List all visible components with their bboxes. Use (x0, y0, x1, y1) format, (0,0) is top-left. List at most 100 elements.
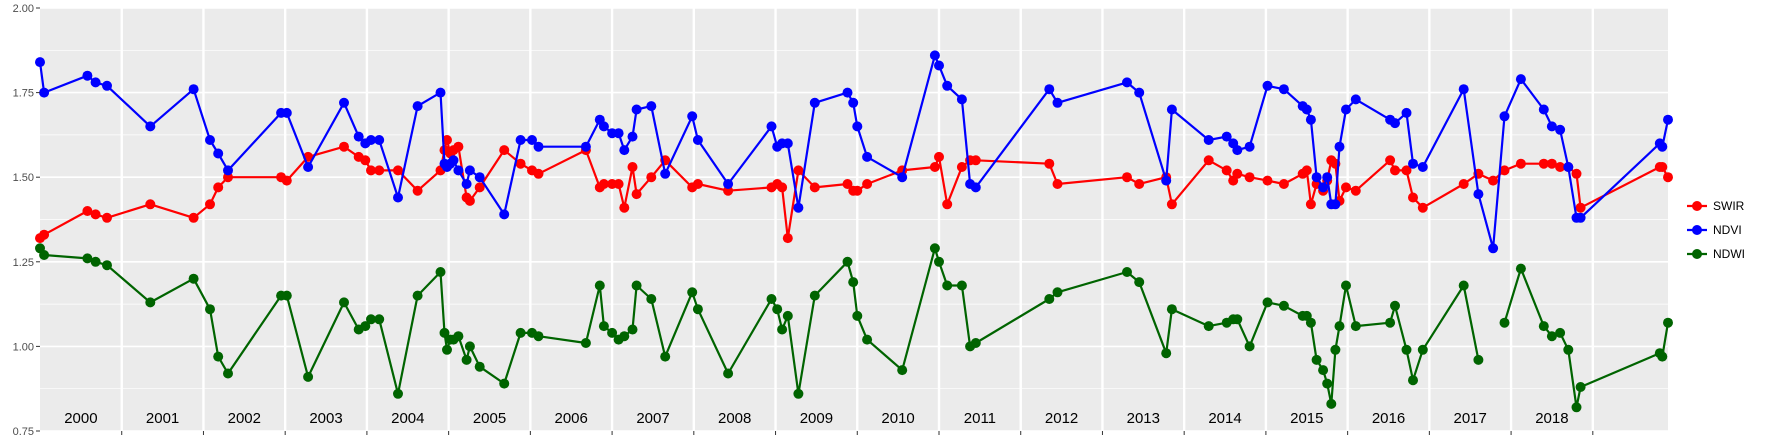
year-label: 2002 (228, 410, 261, 427)
data-point-ndwi (1262, 297, 1273, 308)
data-point-swir (1571, 168, 1582, 179)
data-point-ndvi (842, 87, 853, 98)
data-point-ndvi (1458, 84, 1469, 95)
data-point-ndvi (205, 135, 215, 145)
data-point-ndwi (1278, 300, 1289, 311)
data-point-swir (102, 212, 112, 223)
data-point-ndwi (607, 327, 618, 338)
data-point-ndvi (82, 70, 93, 81)
data-point-ndvi (897, 172, 908, 183)
data-point-ndwi (848, 277, 859, 288)
data-point-ndwi (793, 388, 804, 399)
data-point-swir (1385, 155, 1396, 166)
grid-lines (40, 7, 1668, 432)
data-point-ndwi (942, 280, 953, 291)
data-point-ndvi (1538, 104, 1549, 115)
data-point-ndvi (942, 80, 953, 91)
data-point-ndwi (580, 338, 591, 348)
data-point-ndwi (90, 256, 101, 267)
data-point-ndvi (1221, 131, 1232, 142)
data-point-ndwi (862, 334, 873, 345)
data-point-swir (934, 151, 944, 162)
legend-key-point (1692, 225, 1702, 235)
data-point-ndwi (223, 368, 233, 379)
data-point-swir (793, 165, 804, 176)
data-point-ndvi (1563, 162, 1574, 172)
data-point-ndwi (782, 310, 793, 321)
data-point-ndwi (303, 371, 314, 382)
data-point-ndwi (723, 368, 734, 379)
data-point-swir (1166, 199, 1177, 210)
data-point-ndwi (1334, 321, 1345, 332)
data-point-ndvi (687, 111, 698, 122)
data-point-swir (39, 229, 50, 240)
y-tick-label: 0.75 (13, 426, 34, 438)
data-point-swir (842, 179, 853, 189)
legend-item-swir: SWIR (1687, 199, 1745, 213)
data-point-ndwi (1663, 317, 1673, 328)
data-point-swir (90, 209, 101, 220)
data-point-ndwi (1473, 354, 1484, 365)
data-point-swir (782, 233, 793, 244)
year-label: 2016 (1372, 410, 1405, 427)
data-point-ndwi (1546, 331, 1557, 342)
data-point-ndwi (956, 280, 967, 291)
data-point-ndwi (213, 351, 224, 362)
data-point-ndwi (842, 256, 853, 267)
data-point-ndwi (1044, 294, 1055, 304)
data-point-ndwi (1341, 280, 1351, 291)
data-point-ndvi (1052, 97, 1063, 108)
data-point-ndvi (145, 121, 156, 132)
series-ndwi (35, 243, 1673, 413)
year-label: 2001 (146, 410, 179, 427)
data-point-ndwi (1122, 267, 1132, 277)
data-point-swir (1458, 179, 1469, 189)
data-point-ndwi (934, 256, 944, 267)
year-labels: 2000 2001 2002 2003 2004 2005 2006 2007 2008 2009… (64, 410, 1568, 427)
data-point-ndwi (687, 287, 698, 298)
data-point-swir (809, 182, 820, 193)
y-tick-label: 1.00 (13, 341, 34, 353)
data-point-ndvi (1499, 111, 1510, 122)
data-point-swir (1499, 165, 1510, 176)
data-point-ndvi (1401, 107, 1412, 118)
data-point-swir (1408, 192, 1418, 203)
data-point-ndvi (1663, 114, 1673, 125)
data-point-ndvi (1122, 77, 1132, 88)
data-point-ndwi (39, 250, 50, 260)
data-point-ndwi (1538, 321, 1549, 332)
data-point-ndvi (1262, 80, 1273, 91)
data-point-ndwi (374, 314, 385, 325)
data-point-swir (598, 179, 609, 189)
data-point-ndvi (1322, 172, 1333, 183)
data-point-ndvi (1134, 87, 1145, 98)
data-point-swir (1663, 172, 1673, 183)
data-point-ndvi (1305, 114, 1316, 125)
data-point-swir (1538, 158, 1549, 169)
data-point-ndwi (897, 365, 908, 376)
data-point-ndvi (1330, 199, 1341, 210)
year-label: 2017 (1454, 410, 1487, 427)
data-point-swir (1278, 179, 1289, 189)
data-point-ndvi (474, 172, 485, 183)
data-point-ndwi (852, 310, 863, 321)
data-point-ndwi (646, 294, 657, 304)
data-point-swir (777, 182, 788, 193)
data-point-swir (1301, 165, 1312, 176)
data-point-ndwi (82, 253, 93, 264)
data-point-ndwi (1555, 327, 1566, 338)
legend-label: SWIR (1713, 199, 1745, 213)
data-point-ndwi (1575, 382, 1586, 392)
data-point-ndvi (339, 97, 349, 108)
data-point-ndwi (1350, 321, 1361, 332)
data-point-ndvi (598, 121, 609, 132)
data-point-ndwi (1232, 314, 1243, 325)
data-point-swir (970, 155, 981, 166)
data-point-ndwi (461, 354, 472, 365)
data-point-swir (188, 212, 199, 223)
series-layer (35, 50, 1673, 413)
year-label: 2011 (964, 410, 996, 427)
data-point-ndvi (1232, 145, 1243, 156)
year-label: 2012 (1045, 410, 1078, 427)
